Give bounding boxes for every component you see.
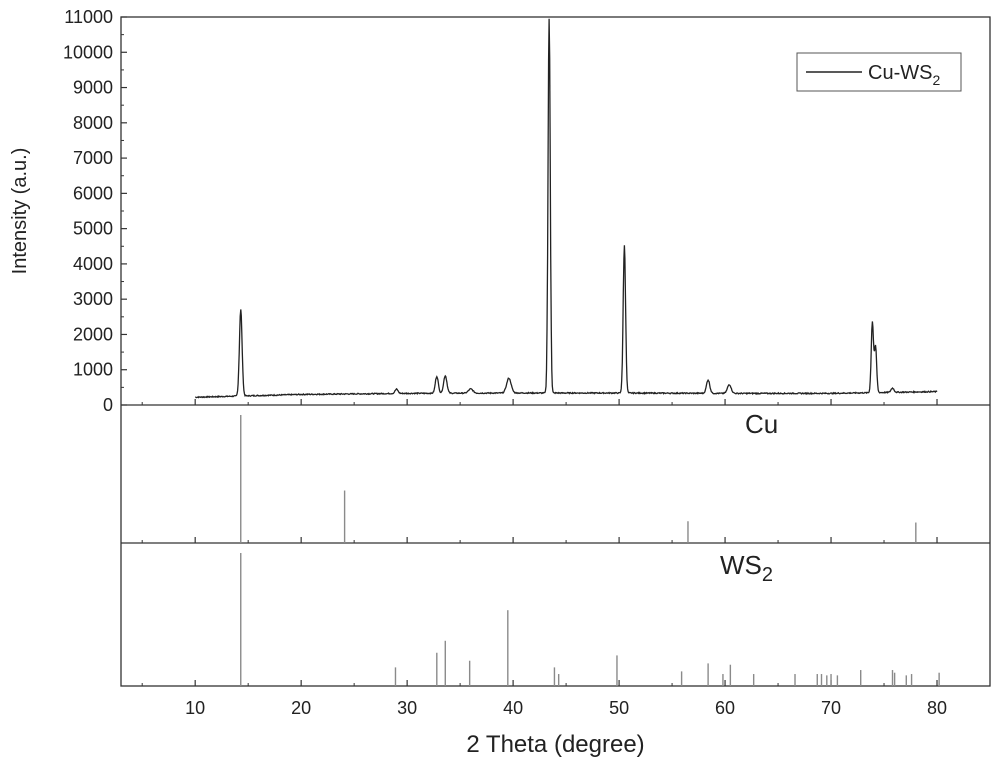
- y-tick-label: 8000: [73, 113, 113, 133]
- y-tick-label: 2000: [73, 324, 113, 344]
- y-tick-label: 5000: [73, 219, 113, 239]
- legend-subscript: 2: [932, 72, 940, 88]
- x-tick-label: 20: [291, 698, 311, 718]
- y-tick-label: 10000: [63, 42, 113, 62]
- y-axis-title: Intensity (a.u.): [9, 148, 31, 275]
- x-axis-title: 2 Theta (degree): [466, 731, 644, 758]
- x-tick-label: 70: [821, 698, 841, 718]
- reference-panel-label: WS2: [720, 550, 773, 586]
- reference-panel-label: Cu: [745, 409, 778, 439]
- y-tick-label: 9000: [73, 78, 113, 98]
- y-tick-label: 3000: [73, 289, 113, 309]
- x-tick-label: 50: [609, 698, 629, 718]
- reference-label-subscript: 2: [762, 564, 773, 586]
- plot-frame: [121, 17, 990, 686]
- x-tick-label: 40: [503, 698, 523, 718]
- y-tick-label: 0: [103, 395, 113, 415]
- y-tick-label: 6000: [73, 183, 113, 203]
- x-tick-label: 80: [927, 698, 947, 718]
- y-tick-label: 4000: [73, 254, 113, 274]
- y-tick-label: 7000: [73, 148, 113, 168]
- y-tick-label: 11000: [64, 7, 113, 27]
- y-tick-label: 1000: [73, 360, 113, 380]
- x-tick-label: 10: [185, 698, 205, 718]
- x-tick-label: 30: [397, 698, 417, 718]
- x-tick-label: 60: [715, 698, 735, 718]
